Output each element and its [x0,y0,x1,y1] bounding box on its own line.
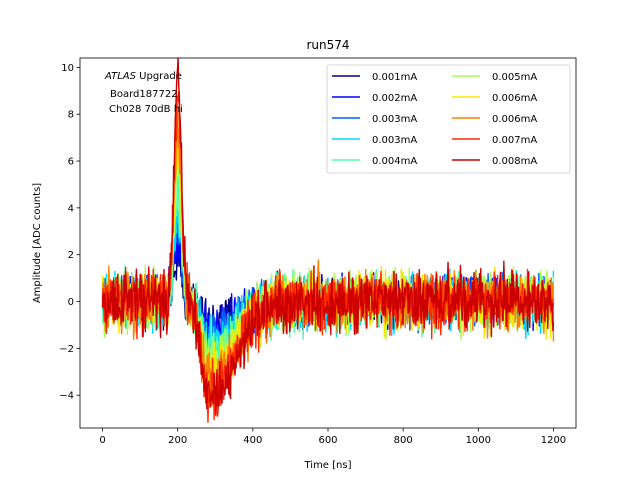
y-tick-label: 10 [61,63,74,74]
legend-label: 0.003mA [372,135,417,146]
annotation-atlas: ATLAS [104,71,137,82]
y-tick-label: −4 [59,391,74,402]
x-tick-label: 600 [318,435,337,446]
legend: 0.001mA 0.002mA 0.003mA 0.003mA 0.004mA 0.005… [326,64,571,174]
atlas-annotation: ATLAS Upgrade Board187722 Ch028 70dB hi [104,71,183,115]
legend-label: 0.007mA [492,135,537,146]
x-tick-label: 400 [243,435,262,446]
x-axis: 0 200 400 600 800 1000 1200 [99,428,566,446]
annotation-upgrade: Upgrade [136,71,182,82]
y-tick-label: 6 [68,157,74,168]
x-axis-label: Time [ns] [303,460,351,471]
plot-area [101,58,555,423]
legend-label: 0.005mA [492,72,537,83]
y-tick-label: 4 [68,203,74,214]
y-tick-label: 0 [68,297,74,308]
legend-box [326,64,571,174]
annotation-line2: Board187722 [110,89,178,100]
x-tick-label: 800 [394,435,413,446]
y-axis-label: Amplitude [ADC counts] [32,183,43,303]
y-tick-label: 2 [68,250,74,261]
y-tick-label: −2 [59,344,74,355]
legend-entries: 0.001mA 0.002mA 0.003mA 0.003mA 0.004mA 0.005… [332,72,537,167]
legend-label: 0.006mA [492,114,537,125]
legend-label: 0.003mA [372,114,417,125]
annotation-line3: Ch028 70dB hi [109,104,183,115]
x-tick-label: 1000 [466,435,491,446]
x-tick-label: 1200 [541,435,566,446]
y-tick-label: 8 [68,110,74,121]
x-tick-label: 0 [99,435,105,446]
series-layer [101,58,555,423]
legend-label: 0.004mA [372,156,417,167]
annotation-line1: ATLAS Upgrade [104,71,182,82]
legend-label: 0.001mA [372,72,417,83]
chart-title: run574 [306,38,349,52]
legend-label: 0.006mA [492,93,537,104]
x-tick-label: 200 [168,435,187,446]
series-line-10 [101,58,555,416]
legend-label: 0.002mA [372,93,417,104]
legend-label: 0.008mA [492,156,537,167]
y-axis: −4 −2 0 2 4 6 8 10 [59,63,80,402]
